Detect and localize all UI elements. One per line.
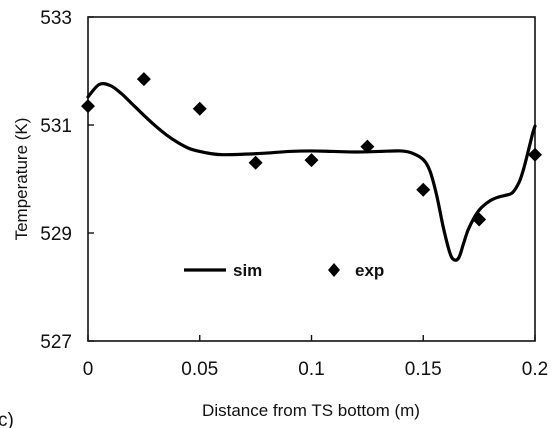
x-tick-label: 0.1 [298,359,324,380]
axis-ticks [87,16,536,342]
data-point-exp [528,147,542,162]
y-tick-label: 529 [40,224,72,245]
data-point-exp [192,101,207,116]
data-point-exp [472,212,487,227]
data-point-exp [136,72,151,87]
x-tick-label: 0.15 [405,359,442,380]
panel-label: c) [0,410,14,428]
data-point-exp [360,139,375,154]
y-tick-label: 531 [40,116,72,137]
y-axis-title: Temperature (K) [12,118,31,241]
x-tick-label: 0.2 [522,359,548,380]
x-axis-tick-labels: 0 0.05 0.1 0.15 0.2 [83,359,549,380]
y-tick-label: 527 [40,332,72,353]
legend-swatch-exp [328,263,340,277]
plot-frame [87,16,536,342]
legend-label-exp: exp [355,261,384,280]
data-point-exp [416,182,431,197]
legend: sim exp [184,261,384,280]
x-tick-label: 0 [83,359,94,380]
x-axis-title: Distance from TS bottom (m) [202,401,420,420]
legend-label-sim: sim [233,261,262,280]
data-point-exp [81,99,95,114]
data-point-exp [304,153,319,168]
data-point-exp [248,155,263,170]
series-line-sim [86,82,537,262]
y-axis-tick-labels: 527 529 531 533 [40,8,72,353]
series-markers-exp [81,72,542,227]
y-tick-label: 533 [40,8,72,29]
x-tick-label: 0.05 [181,359,218,380]
